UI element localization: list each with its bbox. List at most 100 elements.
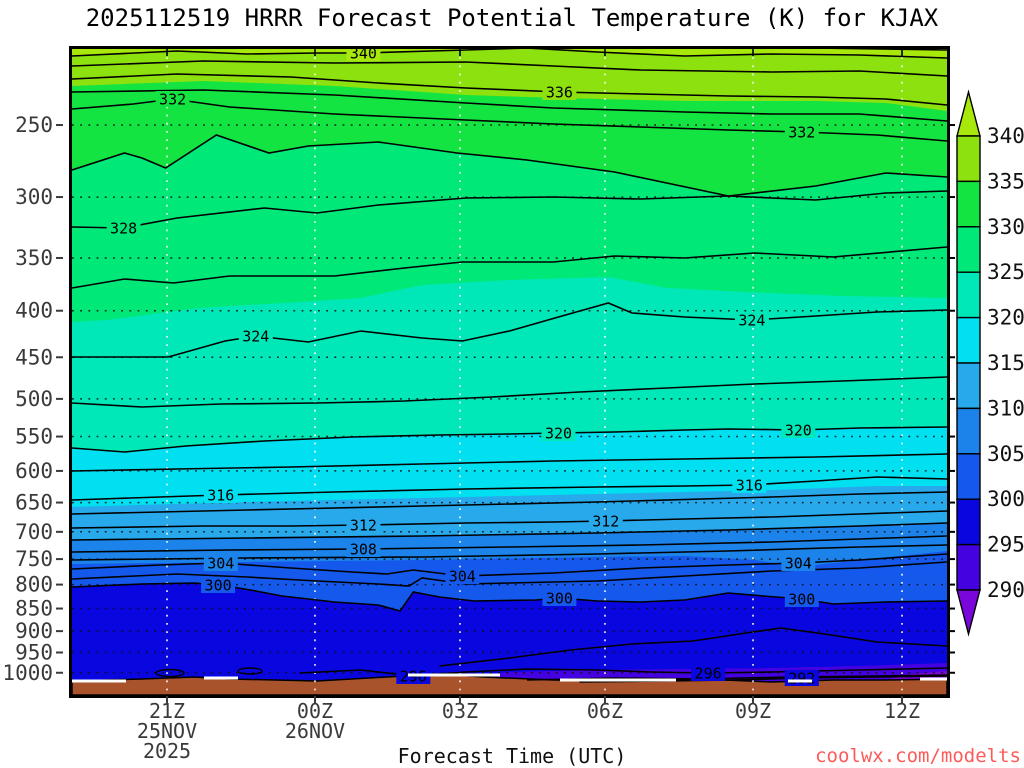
contour-label: 304 [207, 555, 234, 573]
contour-label-bg [346, 517, 381, 533]
chart-title: 2025112519 HRRR Forecast Potential Tempe… [85, 4, 939, 32]
colorbar-label: 310 [987, 396, 1024, 420]
contour-label: 312 [350, 517, 377, 535]
plot-border [69, 46, 950, 698]
contour-label-bg [201, 577, 236, 593]
y-tick-label: 350 [15, 246, 53, 270]
contour-340 [72, 49, 947, 59]
contour-338 [72, 60, 947, 77]
contour-label: 304 [785, 555, 812, 573]
contour-label: 332 [788, 124, 815, 142]
contour-label: 304 [449, 568, 476, 586]
colorbar-bottom-arrow [956, 589, 981, 637]
x-axis-title: Forecast Time (UTC) [397, 744, 627, 768]
x-tick-label: 06Z [587, 699, 623, 723]
contour-label-bg [542, 84, 577, 100]
band-below-300 [72, 583, 947, 695]
colorbar-segment [956, 135, 981, 183]
colorbar-segment [956, 180, 981, 228]
contour-298 [439, 627, 947, 667]
contour-label: 332 [159, 91, 186, 109]
y-axis: 2503003504004505005506006507007508008509… [2, 113, 955, 685]
x-tick-label: 09Z [735, 699, 771, 723]
y-tick-label: 250 [15, 113, 53, 137]
contour-318 [72, 453, 947, 472]
contour-label: 300 [546, 590, 573, 608]
contour-328 [72, 190, 947, 229]
contour-334 [72, 89, 947, 122]
colorbar-label: 300 [987, 487, 1024, 511]
x-tick-sublabel: 25NOV [137, 719, 197, 743]
y-tick-label: 550 [15, 425, 53, 449]
x-tick-sublabel: 26NOV [285, 719, 345, 743]
colorbar-segment [956, 498, 981, 546]
contour-label: 292 [788, 670, 815, 688]
colorbar-top-arrow [956, 89, 981, 137]
contour-label-bg [588, 513, 623, 529]
contour-label: 340 [350, 45, 377, 63]
contour-label-bg [346, 541, 381, 557]
contour-label-bg [781, 422, 816, 438]
y-tick-label: 450 [15, 345, 53, 369]
contour-306 [72, 544, 947, 561]
contour-label: 320 [785, 422, 812, 440]
contour-label-bg [732, 477, 767, 493]
colorbar-label: 340 [987, 124, 1024, 148]
contour-label-bg [445, 568, 480, 584]
surface-line [72, 673, 947, 683]
contour-312 [72, 510, 947, 529]
closed-contour [237, 667, 263, 675]
contour-label-bg [155, 91, 190, 107]
contour-label: 308 [350, 541, 377, 559]
colorbar-segment [956, 362, 981, 410]
y-tick-label: 650 [15, 491, 53, 515]
y-tick-label: 300 [15, 185, 53, 209]
colorbar-label: 305 [987, 442, 1024, 466]
y-tick-label: 500 [15, 387, 53, 411]
x-tick-label: 21Z [149, 699, 185, 723]
contour-label-bg [784, 124, 819, 140]
y-tick-label: 1000 [2, 661, 53, 685]
contour-302 [72, 561, 947, 587]
contour-label: 320 [545, 425, 572, 443]
colorbar-segment [956, 271, 981, 319]
colorbar-segment [956, 453, 981, 500]
colorbar-label: 315 [987, 351, 1024, 375]
contour-308 [72, 535, 947, 553]
contour-label: 328 [110, 220, 137, 238]
contour-322 [72, 376, 947, 408]
contour-label: 296 [695, 665, 722, 683]
colorbar-segment [956, 407, 981, 455]
x-tick-label: 03Z [442, 699, 478, 723]
contour-label-bg [541, 425, 576, 441]
contour-lines [72, 49, 947, 683]
y-tick-label: 950 [15, 640, 53, 664]
contour-314 [72, 491, 947, 515]
contour-label: 316 [207, 487, 234, 505]
y-tick-label: 800 [15, 573, 53, 597]
contour-label: 324 [242, 328, 269, 346]
y-tick-label: 600 [15, 459, 53, 483]
colorbar-segment [956, 226, 981, 273]
x-tick-label: 12Z [884, 699, 920, 723]
colorbar: 340 335 330 325 320 315 310 305 300 295 290 [956, 89, 1024, 637]
colorbar-label: 330 [987, 215, 1024, 239]
colorbar-label: 290 [987, 578, 1024, 602]
contour-label-bg [781, 555, 816, 571]
fill-bands [72, 49, 947, 695]
x-tick-label: 00Z [297, 699, 333, 723]
contour-label: 312 [592, 513, 619, 531]
contour-label-bg [734, 312, 769, 328]
colorbar-label: 335 [987, 169, 1024, 193]
contour-label-bg [106, 220, 141, 236]
contour-label-bg [238, 328, 273, 344]
contour-326 [72, 246, 947, 289]
contour-310 [72, 522, 947, 541]
y-tick-label: 700 [15, 520, 53, 544]
colorbar-label: 295 [987, 533, 1024, 557]
y-tick-label: 750 [15, 547, 53, 571]
colorbar-label: 320 [987, 306, 1024, 330]
